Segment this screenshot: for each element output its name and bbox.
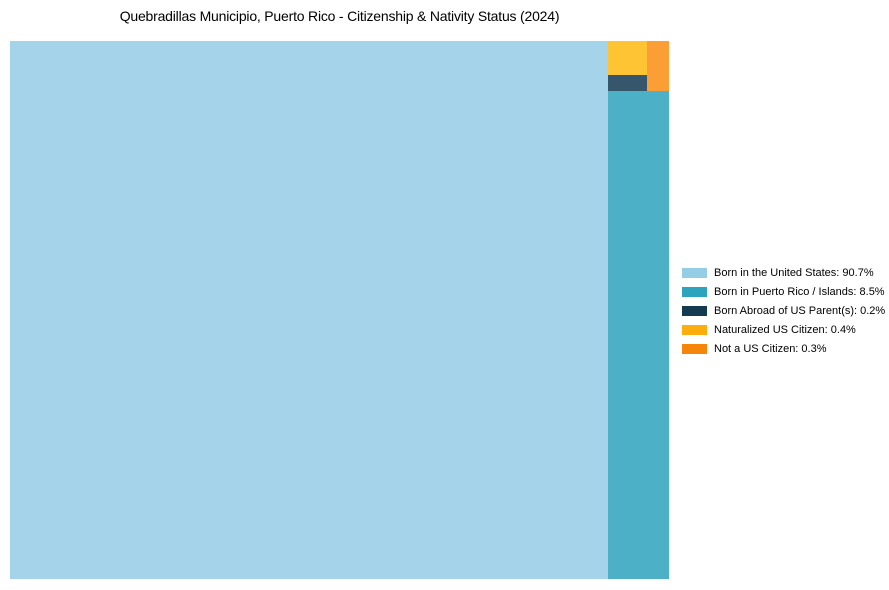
legend-swatch-naturalized-us-citizen (682, 325, 707, 336)
legend-item-born-in-puerto-rico-islands[interactable]: Born in Puerto Rico / Islands: 8.5% (682, 282, 885, 301)
treemap-cell-not-a-us-citizen[interactable] (647, 41, 669, 91)
legend-label-born-in-puerto-rico-islands: Born in Puerto Rico / Islands: 8.5% (714, 285, 885, 298)
legend-item-born-abroad-of-us-parents[interactable]: Born Abroad of US Parent(s): 0.2% (682, 301, 885, 320)
treemap-cell-born-in-puerto-rico-islands[interactable] (608, 91, 669, 579)
legend-swatch-born-in-puerto-rico-islands (682, 286, 707, 297)
legend-swatch-born-abroad-of-us-parents (682, 305, 707, 316)
treemap-cell-born-in-the-united-states[interactable] (10, 41, 608, 579)
legend-item-not-a-us-citizen[interactable]: Not a US Citizen: 0.3% (682, 340, 885, 359)
legend-label-not-a-us-citizen: Not a US Citizen: 0.3% (714, 343, 827, 356)
legend-item-naturalized-us-citizen[interactable]: Naturalized US Citizen: 0.4% (682, 321, 885, 340)
legend-label-born-abroad-of-us-parents: Born Abroad of US Parent(s): 0.2% (714, 304, 886, 317)
treemap-cell-born-abroad-of-us-parents[interactable] (608, 75, 647, 91)
chart-title: Quebradillas Municipio, Puerto Rico - Ci… (119, 8, 560, 24)
legend-label-naturalized-us-citizen: Naturalized US Citizen: 0.4% (714, 324, 856, 337)
legend-label-born-in-the-united-states: Born in the United States: 90.7% (714, 266, 874, 279)
legend-item-born-in-the-united-states[interactable]: Born in the United States: 90.7% (682, 263, 885, 282)
treemap-cell-naturalized-us-citizen[interactable] (608, 41, 647, 75)
legend-swatch-born-in-the-united-states (682, 267, 707, 278)
legend-swatch-not-a-us-citizen (682, 344, 707, 355)
legend: Born in the United States: 90.7% Born in … (682, 263, 885, 359)
treemap (10, 41, 669, 579)
